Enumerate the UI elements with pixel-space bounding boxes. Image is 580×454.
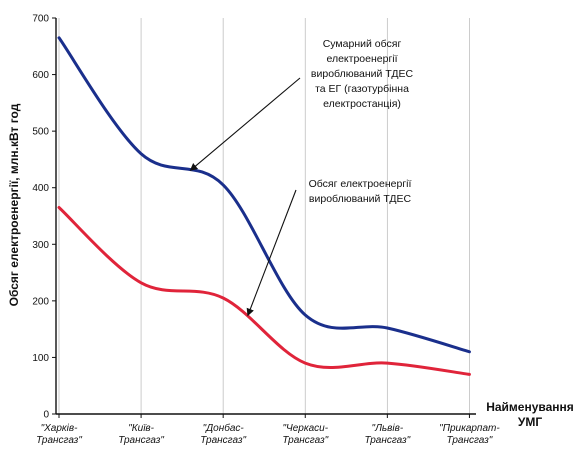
y-tick-label: 100 — [32, 353, 49, 364]
y-tick-label: 400 — [32, 183, 49, 194]
annotation-arrow — [189, 77, 301, 171]
annotation-text: вироблюваний ТДЕС — [311, 68, 414, 80]
annotation-text: електростанція) — [323, 98, 401, 110]
y-tick-label: 0 — [43, 410, 49, 421]
x-tick-label: Трансгаз" — [364, 435, 410, 446]
annotations: Сумарний обсяг електроенергії вироблюваний… — [189, 38, 414, 317]
series-lines — [57, 36, 471, 376]
x-tick-label: Трансгаз" — [447, 435, 493, 446]
axes: 0100200300400500600700"Харків-Трансгаз""… — [32, 14, 573, 447]
x-axis-label: УМГ — [518, 415, 542, 429]
annotation-text: вироблюваний ТДЕС — [309, 193, 412, 205]
y-axis-label: Обсяг електроенергії, млн.кВт год — [7, 103, 21, 306]
x-axis-label: Найменування — [486, 400, 574, 414]
y-tick-label: 600 — [32, 70, 49, 81]
x-tick-label: Трансгаз" — [200, 435, 246, 446]
annotation-text: Сумарний обсяг — [323, 38, 402, 50]
series-line-0 — [57, 36, 471, 354]
annotation-text: Обсяг електроенергії — [309, 178, 412, 190]
x-tick-label: "Харків- — [41, 423, 79, 434]
y-tick-label: 700 — [32, 14, 49, 25]
grid — [58, 18, 470, 414]
x-tick-label: "Черкаси- — [282, 423, 328, 434]
y-tick-label: 300 — [32, 240, 49, 251]
x-tick-label: "Донбас- — [203, 422, 245, 434]
x-tick-label: "Київ- — [128, 423, 154, 434]
series-line-1 — [57, 206, 471, 376]
x-tick-label: Трансгаз" — [118, 435, 164, 446]
annotation-arrow — [246, 189, 297, 317]
annotation-text: електроенергії — [326, 53, 397, 65]
x-tick-label: Трансгаз" — [282, 435, 328, 446]
x-tick-label: "Львів- — [372, 423, 404, 434]
y-tick-label: 500 — [32, 127, 49, 138]
y-tick-label: 200 — [32, 296, 49, 307]
annotation-text: та ЕГ (газотурбінна — [315, 83, 409, 95]
x-tick-label: Трансгаз" — [36, 435, 82, 446]
x-tick-label: "Прикарпат- — [439, 423, 500, 434]
